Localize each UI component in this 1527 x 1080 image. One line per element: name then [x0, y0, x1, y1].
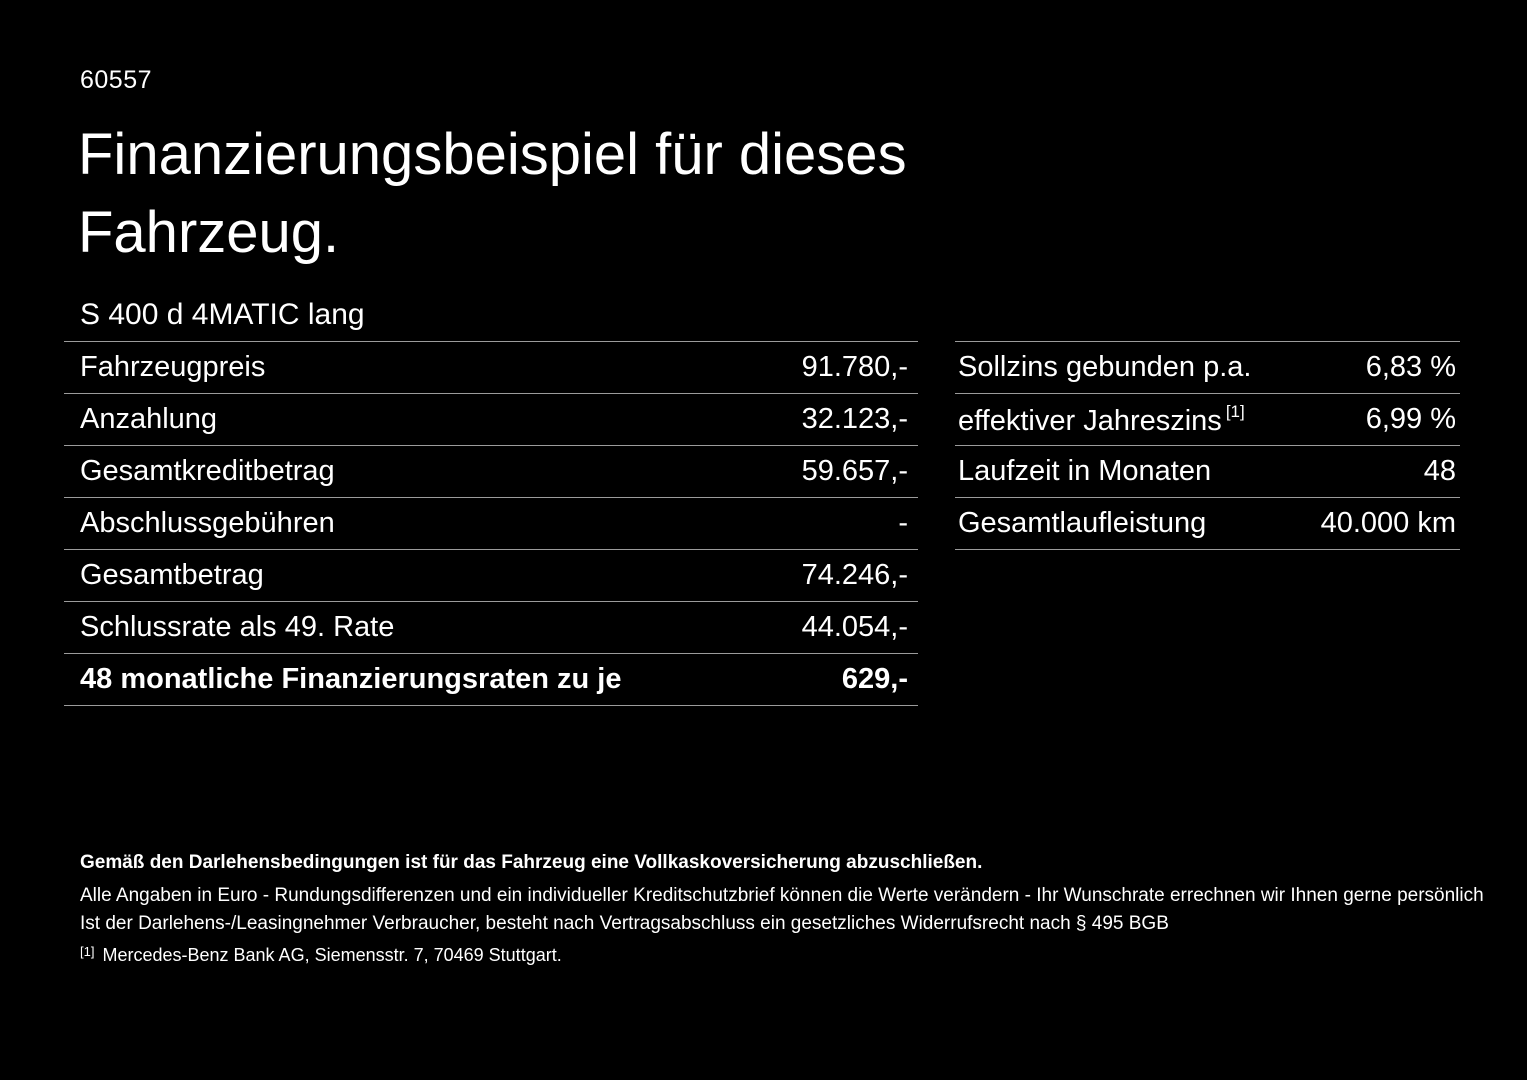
row-label: Anzahlung: [80, 403, 218, 435]
row-value: 48: [1423, 455, 1456, 487]
table-row: effektiver Jahreszins [1] 6,99 %: [955, 393, 1460, 445]
row-value: 40.000 km: [1320, 507, 1456, 539]
row-label: Schlussrate als 49. Rate: [80, 611, 395, 643]
row-label: Laufzeit in Monaten: [958, 455, 1212, 487]
footer-notes: Alle Angaben in Euro - Rundungsdifferenz…: [80, 882, 1484, 938]
table-row: Gesamtbetrag 74.246,-: [64, 549, 918, 601]
doc-id: 60557: [80, 66, 153, 94]
row-label: Gesamtkreditbetrag: [80, 455, 335, 487]
footnote-marker: [1]: [1225, 401, 1245, 421]
row-label-text: effektiver Jahreszins: [958, 404, 1222, 437]
table-row: Sollzins gebunden p.a. 6,83 %: [955, 341, 1460, 393]
footer-note-line-2: Ist der Darlehens-/Leasingnehmer Verbrau…: [80, 913, 1169, 934]
footnote-marker: [1]: [80, 944, 95, 959]
table-row: Gesamtlaufleistung 40.000 km: [955, 497, 1460, 550]
footer-note-line-1: Alle Angaben in Euro - Rundungsdifferenz…: [80, 885, 1484, 906]
page-title: Finanzierungsbeispiel für dieses Fahrzeu…: [78, 116, 907, 272]
row-label: Abschlussgebühren: [80, 507, 335, 539]
row-label: effektiver Jahreszins [1]: [958, 402, 1245, 438]
table-row: Gesamtkreditbetrag 59.657,-: [64, 445, 918, 497]
row-label: 48 monatliche Finanzierungsraten zu je: [80, 663, 622, 695]
page-title-line-1: Finanzierungsbeispiel für dieses: [78, 122, 907, 187]
table-row: Abschlussgebühren -: [64, 497, 918, 549]
row-value: 74.246,-: [801, 559, 908, 591]
row-value: 6,99 %: [1365, 403, 1456, 435]
conditions-table: Sollzins gebunden p.a. 6,83 % effektiver…: [955, 341, 1460, 550]
row-value: 44.054,-: [801, 611, 908, 643]
table-row: Schlussrate als 49. Rate 44.054,-: [64, 601, 918, 653]
table-row-monthly-rate: 48 monatliche Finanzierungsraten zu je 6…: [64, 653, 918, 706]
row-value: 32.123,-: [801, 403, 908, 435]
row-value: 629,-: [841, 663, 908, 695]
row-label: Gesamtlaufleistung: [958, 507, 1207, 539]
footer-bold-note: Gemäß den Darlehensbedingungen ist für d…: [80, 852, 983, 873]
row-value: 59.657,-: [801, 455, 908, 487]
row-label: Sollzins gebunden p.a.: [958, 351, 1252, 383]
footnote-text: Mercedes-Benz Bank AG, Siemensstr. 7, 70…: [102, 945, 562, 965]
vehicle-model: S 400 d 4MATIC lang: [80, 298, 365, 331]
row-label: Fahrzeugpreis: [80, 351, 266, 383]
row-value: -: [898, 507, 908, 539]
financing-table: Fahrzeugpreis 91.780,- Anzahlung 32.123,…: [64, 341, 918, 706]
row-label: Gesamtbetrag: [80, 559, 264, 591]
table-row: Anzahlung 32.123,-: [64, 393, 918, 445]
table-row: Fahrzeugpreis 91.780,-: [64, 341, 918, 393]
footnote: [1] Mercedes-Benz Bank AG, Siemensstr. 7,…: [80, 944, 562, 966]
row-value: 91.780,-: [801, 351, 908, 383]
row-value: 6,83 %: [1365, 351, 1456, 383]
table-row: Laufzeit in Monaten 48: [955, 445, 1460, 497]
page-title-line-2: Fahrzeug.: [78, 200, 340, 265]
